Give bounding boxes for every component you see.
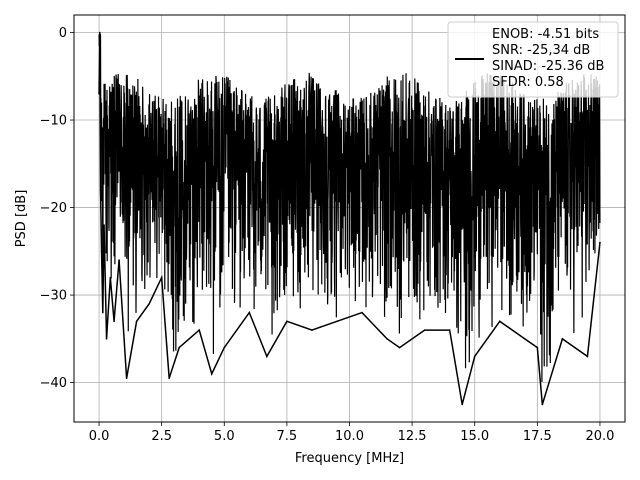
x-tick-label: 2.5 [151,429,172,444]
psd-series-point [103,224,105,226]
psd-series-point [386,338,388,340]
x-axis-label: Frequency [MHz] [295,451,404,466]
y-tick-label: −20 [40,201,67,216]
psd-series-point [248,311,251,314]
x-tick-label: 12.5 [398,429,427,444]
psd-series-point [536,346,539,349]
psd-series-point [541,403,544,406]
x-tick-label: 0.0 [89,429,110,444]
psd-series-point [561,338,564,340]
psd-series-point [336,320,338,323]
psd-noise-band [98,34,601,382]
psd-series-point [168,377,170,380]
psd-series-point [448,329,451,331]
psd-series-point [118,259,120,261]
psd-series-point [586,355,589,358]
psd-series-point [178,346,180,349]
psd-series-point [99,189,102,191]
psd-series-point [210,373,213,375]
psd-series-point [574,346,576,349]
x-tick-label: 17.5 [523,429,552,444]
y-tick-label: 0 [59,26,67,41]
psd-series-point [286,320,288,323]
legend: ENOB: -4.51 bits SNR: -25,34 dB SINAD: -… [447,21,619,98]
psd-series-point [498,320,501,323]
psd-series-point [99,31,101,34]
psd-series-point [113,320,115,323]
psd-series-point [461,403,464,406]
psd-series-point [223,346,226,349]
psd-noise-trace [98,34,601,382]
psd-series-point [361,311,363,314]
psd-series-point [105,338,108,340]
x-tick-label: 15.0 [460,429,489,444]
psd-series-point [148,303,150,305]
legend-box [447,21,619,98]
psd-series-point [102,311,104,314]
psd-series-point [135,320,138,323]
x-tick-label: 10.0 [335,429,364,444]
x-tick-label: 5.0 [214,429,235,444]
y-tick-label: −40 [40,376,67,391]
legend-sinad: SINAD: -25.36 dB [492,59,604,74]
psd-series-point [423,329,426,331]
legend-enob: ENOB: -4.51 bits [492,27,599,42]
psd-series-point [100,250,103,253]
psd-series-point [599,241,601,244]
psd-series-point [98,92,100,95]
psd-series-point [198,329,201,331]
psd-series-point [266,355,268,358]
psd-series-point [109,276,112,279]
ticks: 0.0 2.5 5.0 7.5 10.0 12.5 15.0 17.5 20.0 0 −10 −20 −… [40,26,615,444]
legend-sfdr: SFDR: 0.58 [492,75,564,90]
legend-snr: SNR: -25,34 dB [492,43,590,58]
x-tick-label: 20.0 [585,429,614,444]
psd-series [98,31,601,406]
y-tick-label: −30 [40,289,67,304]
psd-series-point [398,346,401,349]
psd-series-point [125,377,128,380]
psd-series-point [160,276,163,279]
x-tick-label: 7.5 [277,429,298,444]
psd-series-point [524,338,526,340]
y-tick-label: −10 [40,114,67,129]
psd-series-point [311,329,313,331]
y-axis-label: PSD [dB] [14,190,29,248]
psd-series-point [473,355,476,358]
